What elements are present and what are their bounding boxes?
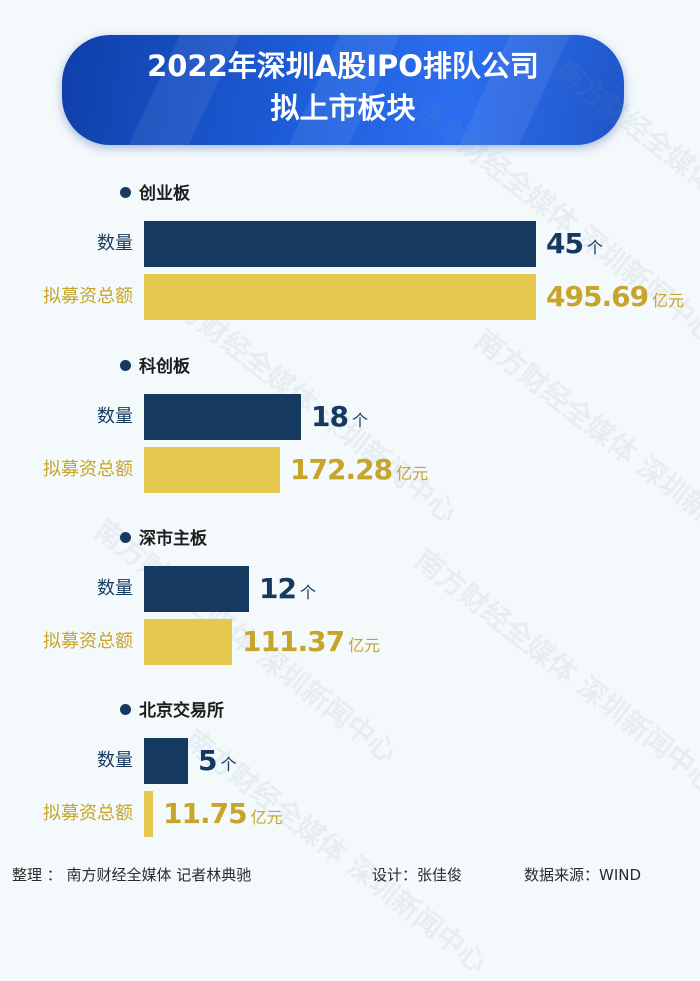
amount-label: 拟募资总额 [43,286,133,307]
amount-value-label: 11.75 亿元 [163,791,283,841]
amount-value-label: 111.37 亿元 [242,619,380,669]
value-unit: 个 [586,238,603,257]
title-banner: 2022年深圳A股IPO排队公司 拟上市板块 [62,35,624,145]
amount-bar [144,274,536,320]
amount-bar [144,619,232,665]
group-title-text: 深市主板 [139,529,207,549]
group-title-text: 北京交易所 [139,701,224,721]
count-bar [144,394,301,440]
amount-label: 拟募资总额 [43,803,133,824]
value-number: 495.69 [546,280,649,313]
value-number: 11.75 [163,797,248,830]
value-unit: 亿元 [348,636,381,655]
amount-value-label: 495.69 亿元 [546,274,684,324]
footer-designer: 设计：张佳俊 [372,866,463,884]
chart-title: 2022年深圳A股IPO排队公司 [147,49,539,83]
count-label: 数量 [97,233,133,254]
count-label: 数量 [97,406,133,427]
bullet-icon [120,360,131,371]
bullet-icon [120,704,131,715]
count-label: 数量 [97,750,133,771]
value-unit: 亿元 [396,464,429,483]
amount-value-label: 172.28 亿元 [290,447,428,497]
footer-source: 数据来源：WIND [524,866,642,884]
value-unit: 亿元 [652,291,685,310]
count-bar [144,566,249,612]
count-bar [144,221,536,267]
value-number: 5 [198,744,218,777]
footer-editor: 整理 ： 南方财经全媒体 记者林典驰 [12,866,252,884]
value-number: 12 [259,572,297,605]
value-unit: 个 [351,411,368,430]
value-number: 172.28 [290,453,393,486]
group-title: 北京交易所 [120,700,224,722]
value-number: 111.37 [242,625,345,658]
watermark-text: 南方财经全媒体 深圳新闻中心 [408,543,700,800]
value-unit: 亿元 [250,808,283,827]
amount-label: 拟募资总额 [43,631,133,652]
count-label: 数量 [97,578,133,599]
bullet-icon [120,187,131,198]
amount-bar [144,791,153,837]
group-title-text: 创业板 [139,184,190,204]
group-title: 深市主板 [120,528,207,550]
chart-subtitle: 拟上市板块 [270,91,416,125]
watermark-text: 南方财经全媒体 深圳新闻中心 [468,323,700,580]
group-title: 科创板 [120,356,190,378]
amount-label: 拟募资总额 [43,459,133,480]
group-title: 创业板 [120,183,190,205]
value-number: 18 [311,400,349,433]
count-value-label: 45 个 [546,221,603,271]
count-bar [144,738,188,784]
count-value-label: 12 个 [259,566,316,616]
value-unit: 个 [220,755,237,774]
count-value-label: 18 个 [311,394,368,444]
amount-bar [144,447,280,493]
value-unit: 个 [299,583,316,602]
group-title-text: 科创板 [139,357,190,377]
bullet-icon [120,532,131,543]
value-number: 45 [546,227,584,260]
